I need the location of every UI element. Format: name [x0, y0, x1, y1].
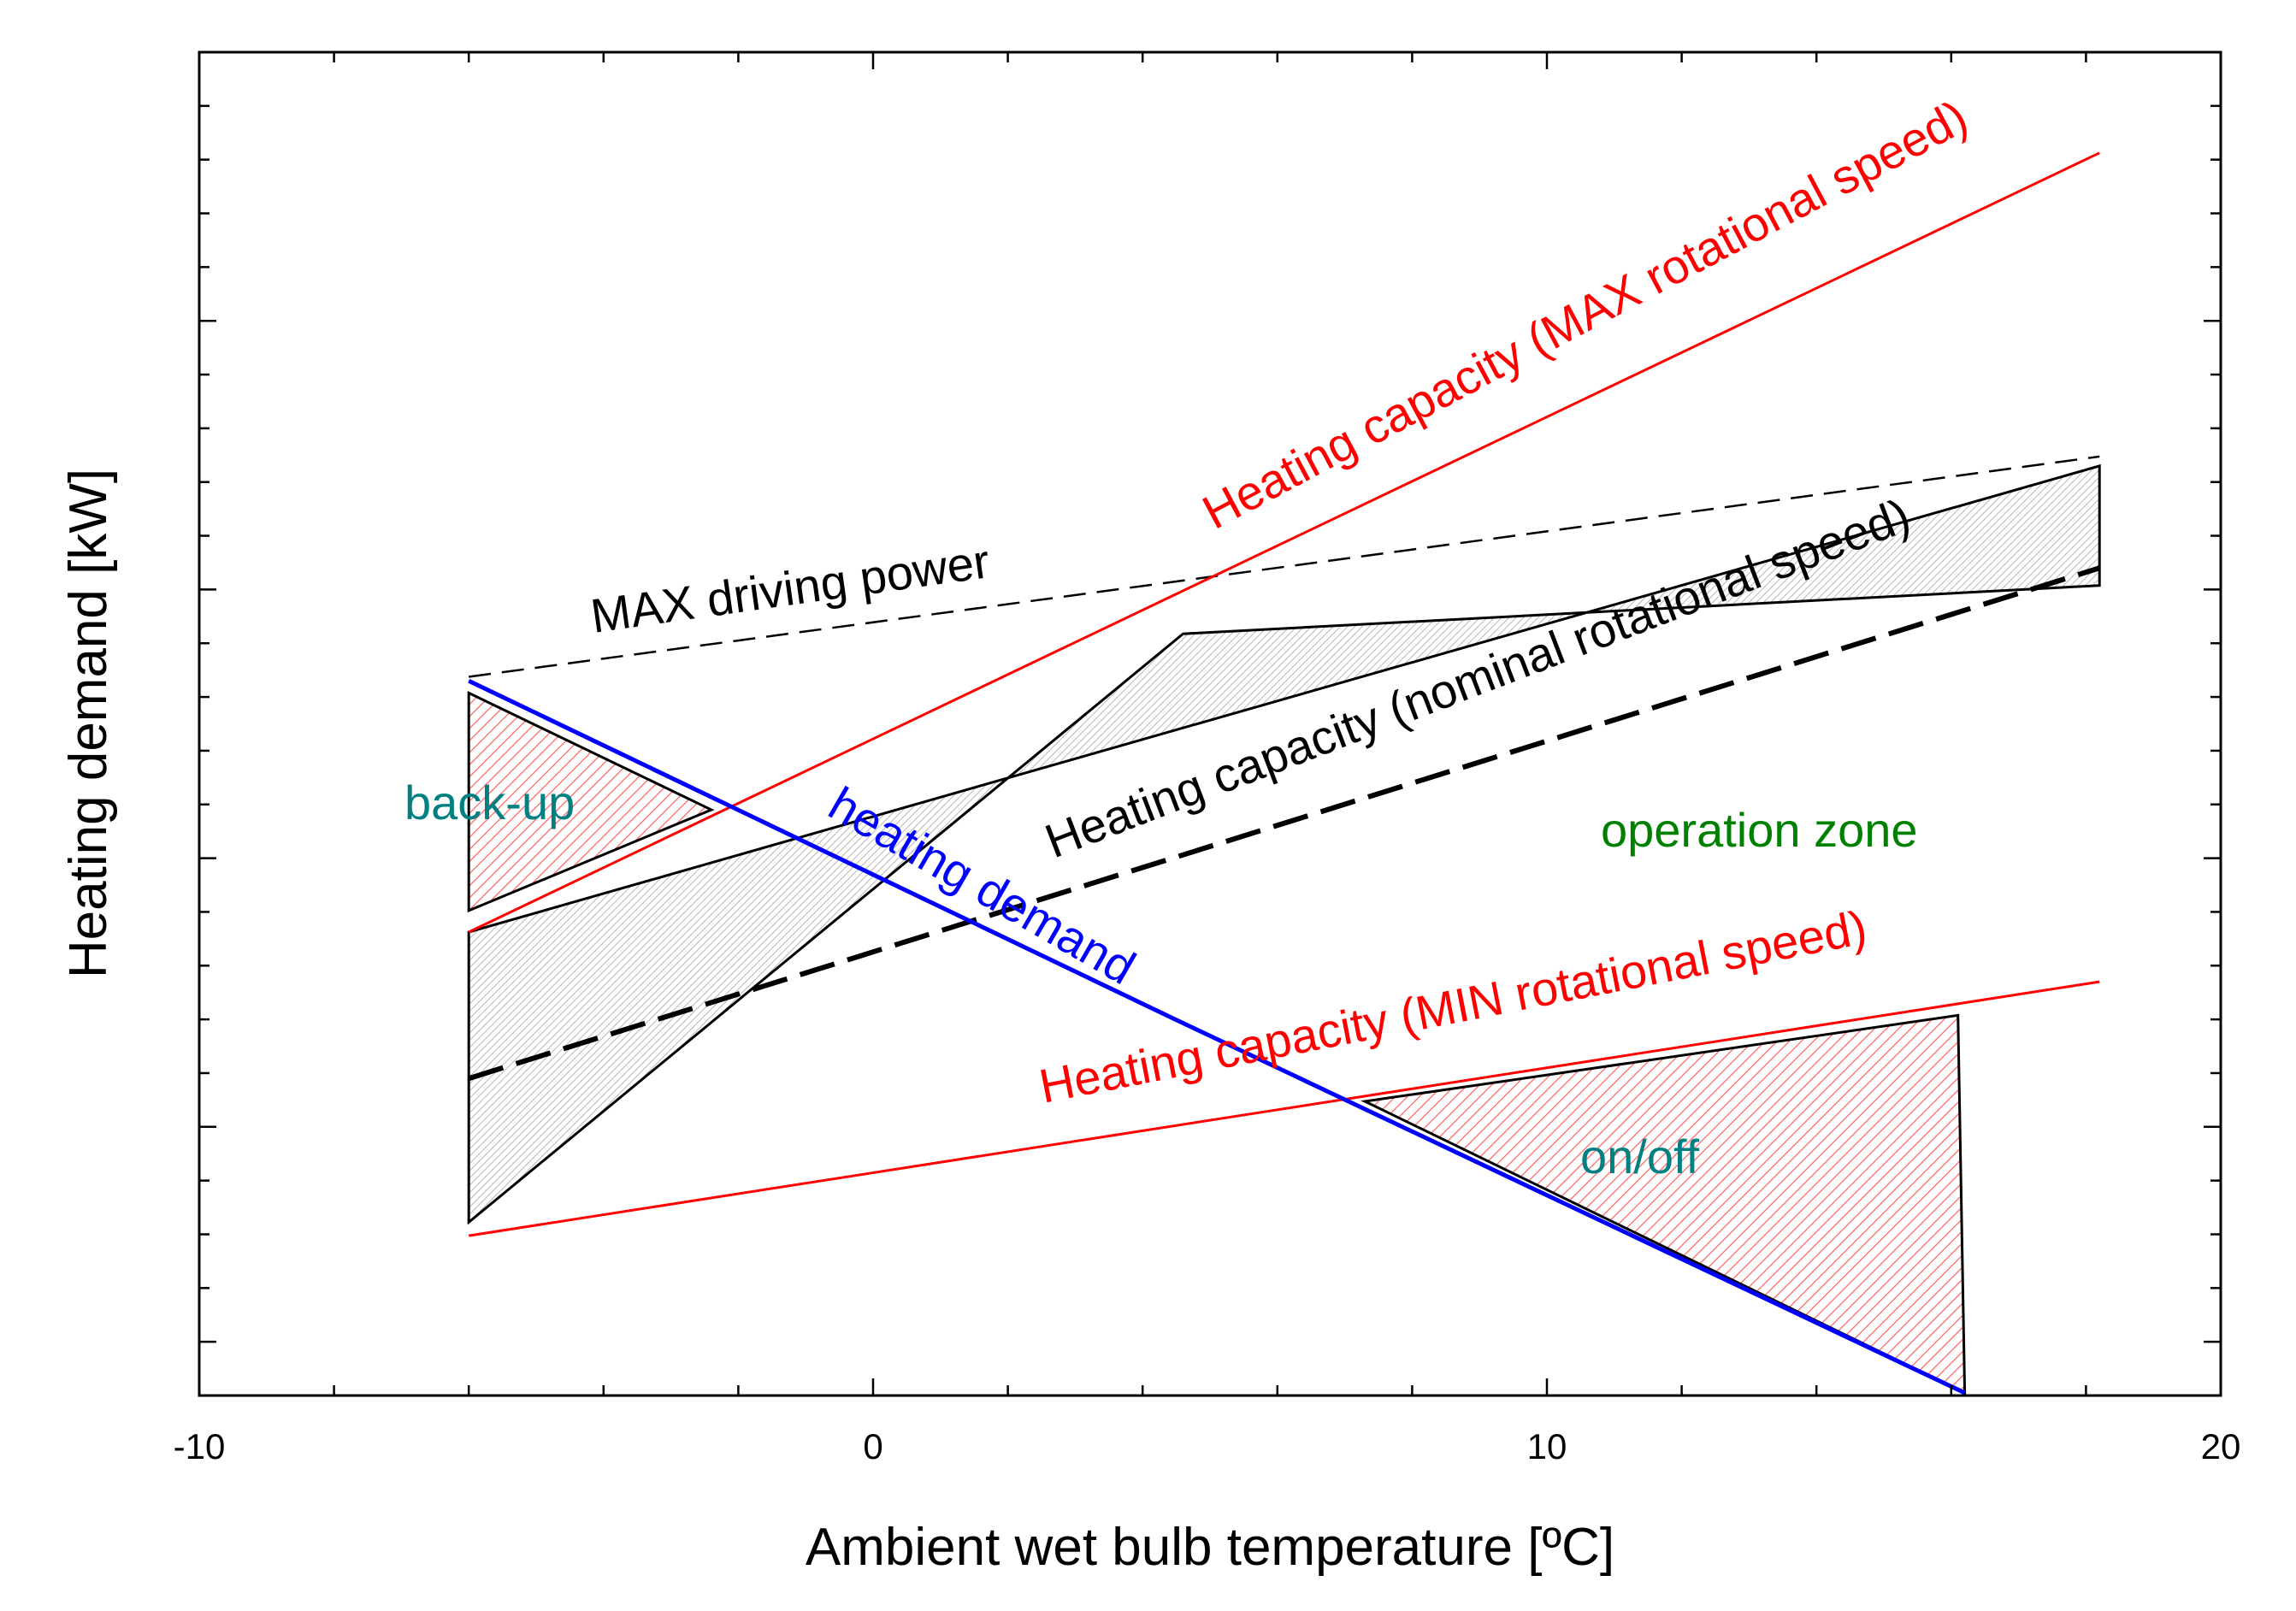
heating-demand-line [468, 678, 1966, 1396]
annotation-max-speed: Heating capacity (MAX rotational speed) [1194, 89, 1976, 539]
on-off-region [1360, 1013, 1967, 1396]
x-axis-label: Ambient wet bulb temperature [ºC] [806, 1518, 1614, 1577]
x-tick-label-10: 10 [1527, 1426, 1567, 1466]
annotation-on-off: on/off [1580, 1130, 1700, 1183]
annotation-operation-zone: operation zone [1601, 803, 1918, 857]
annotation-back-up: back-up [404, 776, 575, 829]
operation-zone-region [467, 463, 2101, 1225]
annotation-max-driving-power: MAX driving power [587, 534, 993, 643]
axis-ticks [198, 50, 2222, 1396]
back-up-region [467, 691, 715, 913]
max-driving-power-line [469, 455, 2100, 678]
x-tick-label-minus10: -10 [174, 1426, 226, 1466]
heating-capacity-min-line [468, 980, 2100, 1237]
plot-frame [198, 50, 2222, 1397]
y-axis-label: Heating demand [kW] [59, 469, 118, 978]
x-tick-label-20: 20 [2201, 1426, 2241, 1466]
x-tick-label-0: 0 [863, 1426, 882, 1466]
heating-capacity-nominal-line [468, 565, 2101, 1082]
heating-capacity-max-line [468, 151, 2100, 934]
